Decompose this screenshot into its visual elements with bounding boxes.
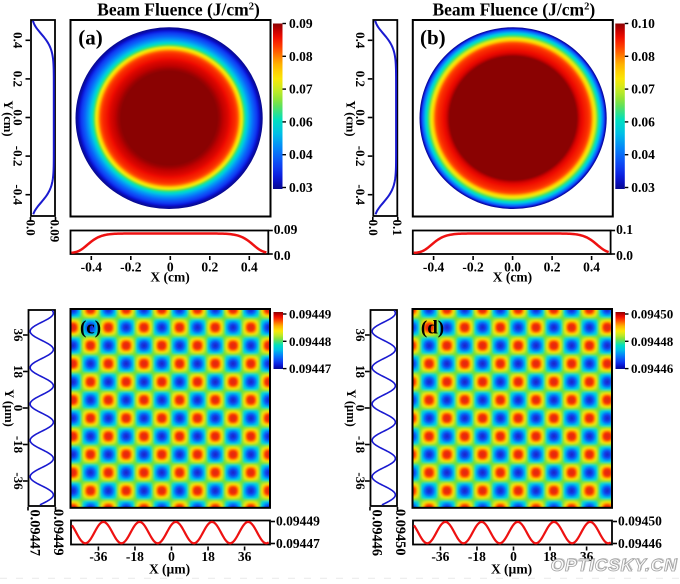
svg-text:0.09449: 0.09449 [50, 509, 66, 555]
svg-text:0.2: 0.2 [11, 71, 26, 87]
svg-text:-36: -36 [89, 549, 107, 564]
svg-text:0.08: 0.08 [631, 49, 655, 64]
svg-text:0.09449: 0.09449 [289, 307, 332, 322]
svg-text:(b): (b) [420, 26, 446, 50]
svg-text:0.04: 0.04 [631, 147, 655, 162]
svg-text:Y (cm): Y (cm) [1, 101, 15, 137]
svg-text:0.1: 0.1 [616, 222, 633, 237]
svg-text:Y (µm): Y (µm) [2, 389, 16, 427]
svg-text:(c): (c) [80, 318, 101, 339]
svg-text:0.08: 0.08 [289, 49, 313, 64]
svg-text:0.0: 0.0 [11, 109, 26, 125]
svg-text:0.2: 0.2 [201, 260, 218, 275]
svg-text:X (cm): X (cm) [493, 270, 532, 285]
svg-text:-18: -18 [468, 549, 486, 564]
svg-text:0.09450: 0.09450 [631, 307, 673, 322]
svg-text:0.09: 0.09 [274, 222, 298, 237]
svg-text:0: 0 [167, 260, 174, 275]
svg-text:0.10: 0.10 [631, 16, 655, 31]
svg-text:0.2: 0.2 [353, 71, 368, 87]
svg-text:-36: -36 [353, 472, 368, 490]
svg-text:36: 36 [238, 549, 252, 564]
svg-text:0.09449: 0.09449 [276, 514, 320, 529]
svg-text:0.4: 0.4 [583, 260, 600, 275]
svg-text:Beam Fluence (J/cm2): Beam Fluence (J/cm2) [432, 0, 595, 20]
svg-text:18: 18 [353, 365, 368, 379]
svg-text:0.0: 0.0 [366, 220, 381, 236]
svg-text:18: 18 [201, 549, 215, 564]
svg-text:-0.2: -0.2 [11, 146, 26, 167]
svg-text:0.09446: 0.09446 [618, 536, 662, 551]
svg-text:36: 36 [580, 549, 594, 564]
svg-text:0.09450: 0.09450 [392, 509, 408, 555]
svg-text:0.03: 0.03 [289, 180, 313, 195]
svg-text:0.0: 0.0 [274, 248, 291, 263]
svg-text:-0.2: -0.2 [120, 260, 142, 275]
svg-text:18: 18 [543, 549, 557, 564]
svg-text:0: 0 [353, 405, 368, 412]
svg-text:-36: -36 [11, 472, 26, 490]
svg-text:0.0: 0.0 [353, 109, 368, 125]
svg-text:0.09447: 0.09447 [276, 536, 320, 551]
svg-text:0.09446: 0.09446 [369, 510, 385, 556]
svg-text:36: 36 [353, 329, 368, 343]
svg-text:-0.4: -0.4 [11, 184, 26, 205]
svg-text:Y (µm): Y (µm) [344, 389, 358, 427]
svg-text:-0.2: -0.2 [462, 260, 484, 275]
svg-text:0.09448: 0.09448 [631, 334, 674, 349]
svg-text:0.06: 0.06 [289, 114, 313, 129]
svg-text:18: 18 [11, 365, 26, 379]
svg-text:-36: -36 [431, 549, 449, 564]
svg-text:0.0: 0.0 [24, 220, 39, 236]
svg-text:-18: -18 [11, 436, 26, 454]
svg-text:0.09447: 0.09447 [27, 510, 43, 556]
svg-text:0.09: 0.09 [48, 220, 63, 243]
svg-text:(a): (a) [78, 26, 103, 50]
svg-text:0.09450: 0.09450 [618, 514, 662, 529]
svg-text:0.09446: 0.09446 [631, 361, 674, 376]
svg-text:0.2: 0.2 [544, 260, 561, 275]
svg-text:0.4: 0.4 [11, 32, 26, 49]
svg-text:-18: -18 [353, 436, 368, 454]
svg-text:0: 0 [11, 405, 26, 412]
svg-text:0.07: 0.07 [631, 82, 655, 97]
svg-text:0.09447: 0.09447 [289, 361, 332, 376]
svg-text:0.0: 0.0 [616, 248, 633, 263]
svg-text:0.07: 0.07 [289, 82, 313, 97]
svg-text:-0.4: -0.4 [81, 260, 103, 275]
svg-text:0: 0 [168, 549, 175, 564]
svg-text:0.03: 0.03 [631, 180, 655, 195]
svg-text:X (µm): X (µm) [491, 562, 532, 577]
svg-text:-0.4: -0.4 [353, 184, 368, 205]
svg-text:0.1: 0.1 [390, 220, 405, 236]
svg-text:(d): (d) [421, 318, 444, 339]
svg-text:0.0: 0.0 [504, 260, 521, 275]
svg-text:0.4: 0.4 [353, 32, 368, 49]
svg-text:0.09448: 0.09448 [289, 334, 332, 349]
svg-text:-0.2: -0.2 [353, 146, 368, 167]
svg-text:0.06: 0.06 [631, 114, 655, 129]
svg-text:OPTICSKY.CN: OPTICSKY.CN [551, 555, 678, 575]
svg-text:0: 0 [510, 549, 517, 564]
svg-text:Beam Fluence (J/cm2): Beam Fluence (J/cm2) [97, 0, 260, 20]
svg-text:0.09: 0.09 [289, 16, 313, 31]
svg-text:0.4: 0.4 [241, 260, 258, 275]
svg-text:0.04: 0.04 [289, 147, 313, 162]
svg-text:-0.4: -0.4 [423, 260, 445, 275]
svg-text:OPTICSKY.CN: OPTICSKY.CN [552, 554, 679, 574]
svg-text:36: 36 [11, 329, 26, 343]
svg-text:-18: -18 [126, 549, 144, 564]
svg-text:Y (cm): Y (cm) [343, 101, 357, 137]
svg-text:X (µm): X (µm) [149, 562, 190, 577]
svg-text:X (cm): X (cm) [150, 270, 189, 285]
